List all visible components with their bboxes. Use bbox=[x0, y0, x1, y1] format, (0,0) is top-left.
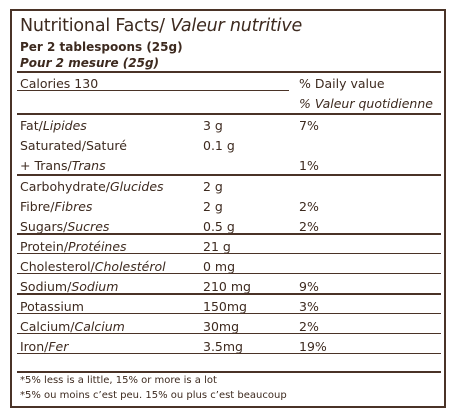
nutrient-daily-value: 9% bbox=[299, 279, 319, 294]
nutrient-daily-value: 2% bbox=[299, 199, 319, 214]
daily-value-header-en: % Daily value bbox=[299, 76, 385, 91]
nutrient-label: Fat/Lipides bbox=[20, 118, 87, 133]
nutrient-label-fr: Fibres bbox=[54, 199, 93, 214]
nutrient-label-en: Calcium/ bbox=[20, 319, 75, 334]
nutrient-amount: 2 g bbox=[203, 179, 223, 194]
nutrient-amount: 0.5 g bbox=[203, 219, 235, 234]
nutrient-daily-value: 1% bbox=[299, 158, 319, 173]
divider bbox=[17, 333, 441, 334]
nutrient-label-en: Fibre/ bbox=[20, 199, 55, 214]
serving-size-fr: Pour 2 mesure (25g) bbox=[20, 56, 160, 70]
divider bbox=[17, 71, 441, 73]
nutrient-label-en: Fat/ bbox=[20, 118, 43, 133]
nutrient-label: Sodium/Sodium bbox=[20, 279, 118, 294]
nutrient-amount: 210 mg bbox=[203, 279, 251, 294]
nutrient-amount: 0.1 g bbox=[203, 138, 235, 153]
nutrient-daily-value: 2% bbox=[299, 319, 319, 334]
nutrient-amount: 30mg bbox=[203, 319, 240, 334]
nutrient-label-en: Carbohydrate/ bbox=[20, 179, 110, 194]
divider bbox=[17, 233, 441, 235]
nutrient-label: Cholesterol/Cholestérol bbox=[20, 259, 166, 274]
nutrient-amount: 3 g bbox=[203, 118, 223, 133]
nutrient-label-fr: Fer bbox=[48, 339, 69, 354]
nutrient-label: Saturated/Saturé bbox=[20, 138, 127, 153]
footnote-fr: *5% ou moins c’est peu. 15% ou plus c’es… bbox=[20, 390, 287, 401]
nutrient-label: Carbohydrate/Glucides bbox=[20, 179, 164, 194]
nutrient-label-en: Sodium/ bbox=[20, 279, 72, 294]
nutrient-amount: 2 g bbox=[203, 199, 223, 214]
nutrient-label-fr: Sucres bbox=[67, 219, 110, 234]
nutrient-amount: 0 mg bbox=[203, 259, 236, 274]
daily-value-header-fr: % Valeur quotidienne bbox=[299, 96, 433, 111]
title-fr: Valeur nutritive bbox=[170, 16, 303, 36]
nutrient-label: Calcium/Calcium bbox=[20, 319, 125, 334]
nutrient-daily-value: 3% bbox=[299, 299, 319, 314]
nutrient-label: Fibre/Fibres bbox=[20, 199, 92, 214]
divider bbox=[17, 353, 441, 354]
nutrient-label-fr: Trans bbox=[71, 158, 106, 173]
serving-size-en: Per 2 tablespoons (25g) bbox=[20, 40, 183, 54]
nutrient-label-en: + Trans/ bbox=[20, 158, 72, 173]
nutrient-label-en: Protein/ bbox=[20, 239, 69, 254]
nutrient-label: Potassium bbox=[20, 299, 84, 314]
divider bbox=[17, 293, 441, 295]
nutrient-daily-value: 2% bbox=[299, 219, 319, 234]
nutrient-amount: 21 g bbox=[203, 239, 231, 254]
calories-label: Calories 130 bbox=[20, 76, 99, 91]
title-en: Nutritional Facts/ bbox=[20, 16, 165, 36]
nutrient-label-fr: Glucides bbox=[109, 179, 164, 194]
footnote-en: *5% less is a little, 15% or more is a l… bbox=[20, 375, 217, 386]
divider bbox=[17, 174, 441, 176]
nutrient-label-en: Saturated/Saturé bbox=[20, 138, 127, 153]
nutrient-label: Iron/Fer bbox=[20, 339, 68, 354]
nutrient-label: Sugars/Sucres bbox=[20, 219, 109, 234]
divider bbox=[17, 273, 441, 274]
nutrient-label-fr: Cholestérol bbox=[94, 259, 166, 274]
nutrient-amount: 150mg bbox=[203, 299, 247, 314]
divider bbox=[17, 371, 441, 373]
nutrient-label-fr: Protéines bbox=[68, 239, 127, 254]
nutrient-daily-value: 7% bbox=[299, 118, 319, 133]
nutrient-label-en: Iron/ bbox=[20, 339, 49, 354]
divider bbox=[17, 90, 289, 91]
nutrient-label-fr: Sodium bbox=[71, 279, 119, 294]
nutrient-label-en: Cholesterol/ bbox=[20, 259, 95, 274]
nutrient-daily-value: 19% bbox=[299, 339, 327, 354]
nutrient-label-en: Potassium bbox=[20, 299, 84, 314]
divider bbox=[17, 253, 441, 254]
nutrient-label-fr: Calcium bbox=[74, 319, 125, 334]
nutrition-facts-panel: Nutritional Facts/ Valeur nutritive Per … bbox=[10, 9, 446, 408]
nutrient-label: + Trans/Trans bbox=[20, 158, 106, 173]
nutrient-label: Protein/Protéines bbox=[20, 239, 127, 254]
panel-title: Nutritional Facts/ Valeur nutritive bbox=[20, 16, 302, 36]
nutrient-label-en: Sugars/ bbox=[20, 219, 68, 234]
nutrient-label-fr: Lipides bbox=[42, 118, 87, 133]
nutrient-amount: 3.5mg bbox=[203, 339, 243, 354]
divider bbox=[17, 113, 441, 115]
divider bbox=[17, 313, 441, 314]
